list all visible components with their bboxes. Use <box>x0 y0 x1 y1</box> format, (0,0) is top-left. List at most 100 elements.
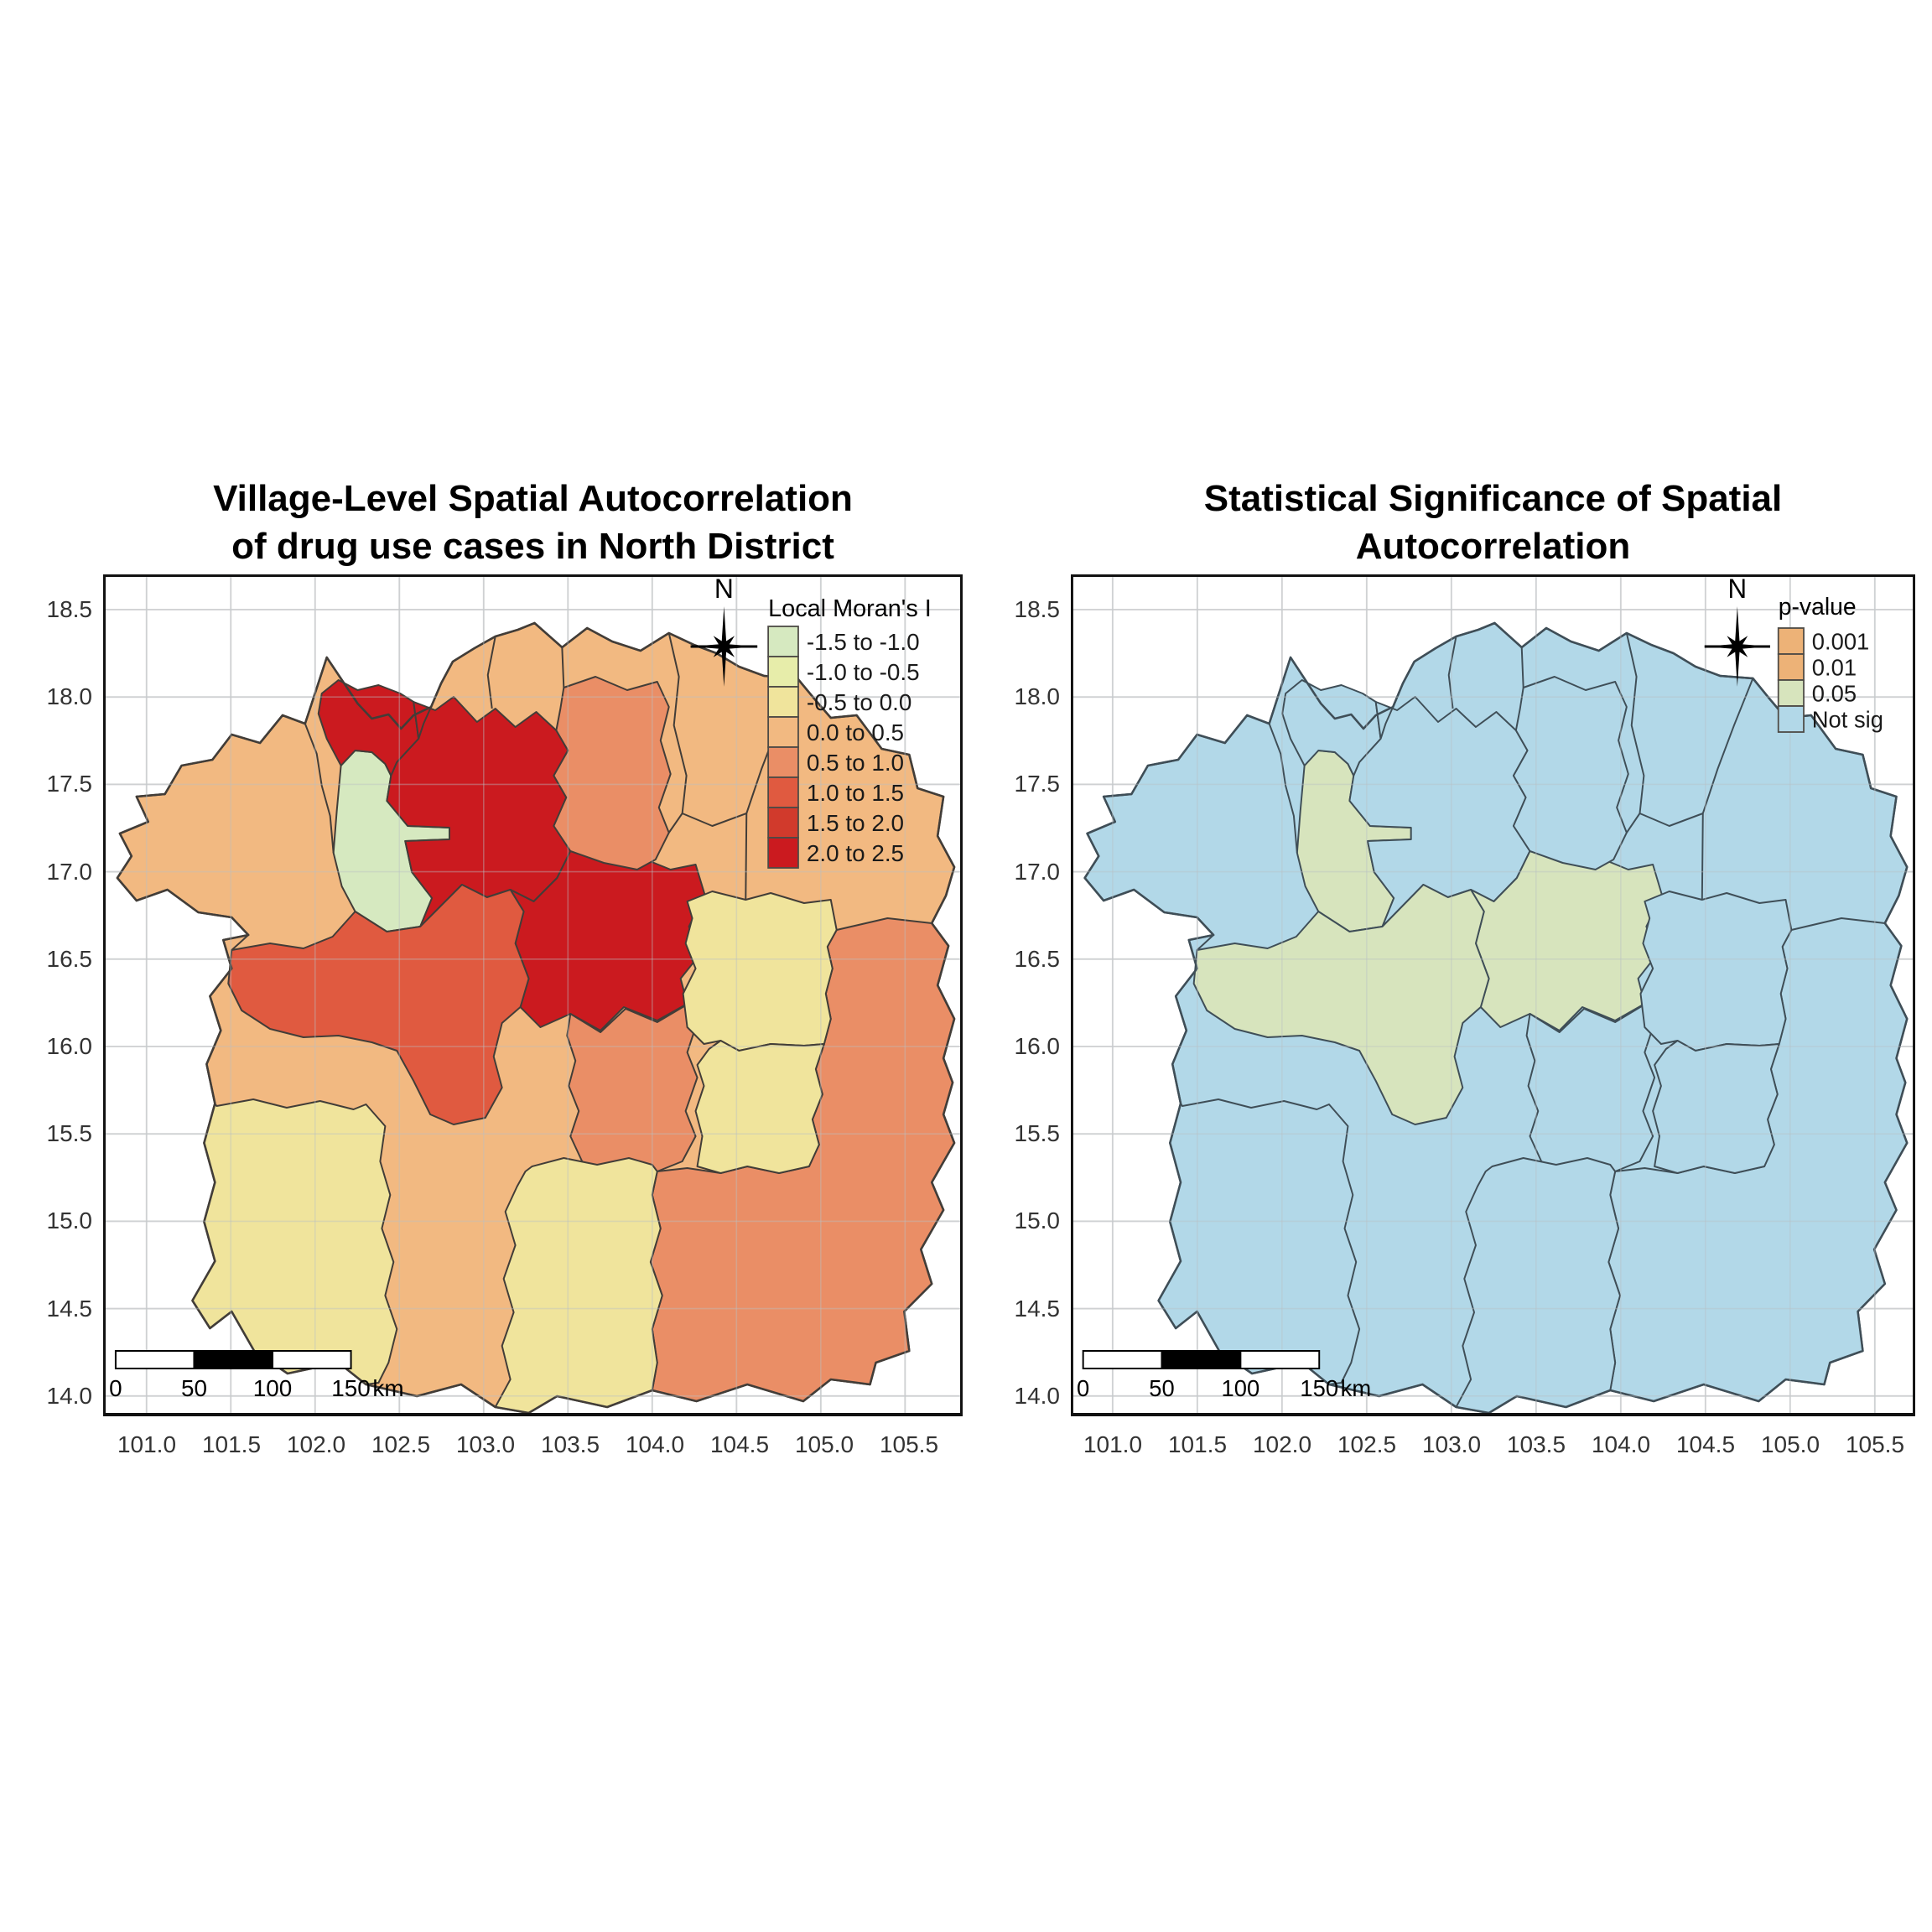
y-axis-tick-label: 16.5 <box>46 945 93 972</box>
district-outline <box>1083 621 1909 1415</box>
scalebar-label: 0 <box>109 1375 122 1401</box>
legend-swatch <box>767 716 799 748</box>
legend-label: 1.5 to 2.0 <box>807 810 904 836</box>
x-axis-tick-label: 101.5 <box>201 1431 262 1457</box>
x-axis-tick-label: 105.5 <box>879 1431 939 1457</box>
x-axis-tick-label: 104.0 <box>625 1431 685 1457</box>
y-axis-tick-label: 18.0 <box>1014 683 1061 710</box>
y-axis-tick-label: 17.5 <box>46 771 93 797</box>
legend-title: p-value <box>1779 594 1857 621</box>
legend-label: 2.0 to 2.5 <box>807 840 904 866</box>
village-border-line <box>1447 636 1457 709</box>
legend-label: 0.5 to 1.0 <box>807 750 904 776</box>
y-axis-tick-label: 14.0 <box>1014 1382 1061 1409</box>
village-border-line <box>231 934 249 951</box>
village-yellow-south-center <box>494 1157 663 1414</box>
legend-swatch <box>1777 627 1805 655</box>
x-axis-tick-label: 102.0 <box>286 1431 346 1457</box>
y-axis-tick-label: 14.0 <box>46 1382 93 1409</box>
y-axis-tick-label: 15.0 <box>46 1208 93 1234</box>
x-axis-tick-label: 105.5 <box>1845 1431 1905 1457</box>
y-axis-tick-label: 17.0 <box>46 858 93 885</box>
y-axis-tick-label: 14.5 <box>46 1295 93 1322</box>
y-axis-tick-label: 14.5 <box>1014 1295 1061 1322</box>
scalebar-segment <box>193 1350 274 1369</box>
scalebar-unit: km <box>372 1375 403 1401</box>
village-border-line <box>304 723 335 854</box>
x-axis-tick-label: 101.5 <box>1167 1431 1228 1457</box>
legend-label: 0.05 <box>1812 680 1857 706</box>
village-salmon-mid <box>1525 1005 1656 1172</box>
left-map-svg: 0 50 100 150 km N Local Moran's I -1.5 to -1.0 -… <box>103 574 963 1416</box>
legend-swatch <box>1777 653 1805 681</box>
x-axis-tick-label: 103.0 <box>455 1431 516 1457</box>
village-border-line <box>1639 813 1704 827</box>
village-yellow-east-lower <box>1652 1040 1780 1174</box>
scalebar-segment <box>1082 1350 1163 1369</box>
y-axis-tick-label: 17.0 <box>1014 858 1061 885</box>
legend-swatch <box>767 626 799 657</box>
village-border-line <box>1268 723 1298 854</box>
x-axis-tick-label: 102.0 <box>1252 1431 1312 1457</box>
legend-swatch <box>767 686 799 718</box>
scalebar-label: 100 <box>253 1375 292 1401</box>
legend-label: -1.0 to -0.5 <box>807 659 920 685</box>
village-yellow-south-center <box>1455 1157 1622 1414</box>
x-axis-tick-label: 102.5 <box>371 1431 431 1457</box>
scalebar-segment <box>272 1350 352 1369</box>
village-border-line <box>1701 678 1754 901</box>
y-axis-tick-label: 18.5 <box>1014 596 1061 622</box>
scalebar-label: 50 <box>181 1375 207 1401</box>
left-map-title-line2: of drug use cases in North District <box>231 526 834 567</box>
scalebar-label: 100 <box>1222 1375 1260 1401</box>
scalebar-label: 0 <box>1077 1375 1089 1401</box>
legend-swatch <box>1777 679 1805 707</box>
village-border-line <box>418 706 432 740</box>
scalebar-label: 150 <box>331 1375 370 1401</box>
scalebar-segment <box>1161 1350 1242 1369</box>
x-axis-tick-label: 104.5 <box>709 1431 770 1457</box>
y-axis-tick-label: 18.0 <box>46 683 93 710</box>
legend-label: 0.001 <box>1812 628 1869 654</box>
legend-label: -0.5 to 0.0 <box>807 689 911 715</box>
y-axis-tick-label: 15.0 <box>1014 1208 1061 1234</box>
scalebar-label: 150 <box>1300 1375 1338 1401</box>
village-yellow-east-upper <box>682 891 838 1052</box>
x-axis-tick-label: 102.5 <box>1337 1431 1397 1457</box>
legend-label: Not sig <box>1812 706 1883 732</box>
x-axis-tick-label: 103.5 <box>1506 1431 1566 1457</box>
x-axis-tick-label: 103.0 <box>1421 1431 1482 1457</box>
x-axis-tick-label: 101.0 <box>117 1431 177 1457</box>
legend-label: 0.01 <box>1812 654 1857 680</box>
legend-swatch <box>767 746 799 778</box>
village-salmon-ne <box>553 676 672 870</box>
x-axis-tick-label: 104.0 <box>1591 1431 1651 1457</box>
village-salmon-ne <box>1512 676 1629 870</box>
right-map-title-line1: Statistical Significance of Spatial Auto… <box>1203 478 1783 567</box>
village-border-line <box>682 813 747 827</box>
y-axis-tick-label: 16.0 <box>46 1033 93 1059</box>
x-axis-tick-label: 101.0 <box>1083 1431 1143 1457</box>
legend-label: 1.0 to 1.5 <box>807 780 904 806</box>
village-border-line <box>667 632 688 834</box>
scalebar-segment <box>114 1350 195 1369</box>
legend-label: 0.0 to 0.5 <box>807 719 904 745</box>
left-map-title: Village-Level Spatial Autocorrelation of… <box>103 475 963 570</box>
village-yellow-east-lower <box>694 1040 825 1174</box>
scalebar-unit: km <box>1341 1375 1371 1401</box>
village-border-line <box>1625 632 1645 834</box>
y-axis-tick-label: 16.0 <box>1014 1033 1061 1059</box>
village-border-line <box>486 636 496 709</box>
left-map-title-line1: Village-Level Spatial Autocorrelation <box>213 478 853 519</box>
x-axis-tick-label: 105.0 <box>1760 1431 1820 1457</box>
legend-swatch <box>1777 705 1805 733</box>
x-axis-tick-label: 104.5 <box>1675 1431 1736 1457</box>
village-border-line <box>1520 647 1524 688</box>
village-border-line <box>1379 706 1394 740</box>
legend-swatch <box>767 776 799 808</box>
y-axis-tick-label: 16.5 <box>1014 945 1061 972</box>
village-salmon-mid <box>566 1005 699 1172</box>
y-axis-tick-label: 18.5 <box>46 596 93 622</box>
legend-swatch <box>767 656 799 688</box>
